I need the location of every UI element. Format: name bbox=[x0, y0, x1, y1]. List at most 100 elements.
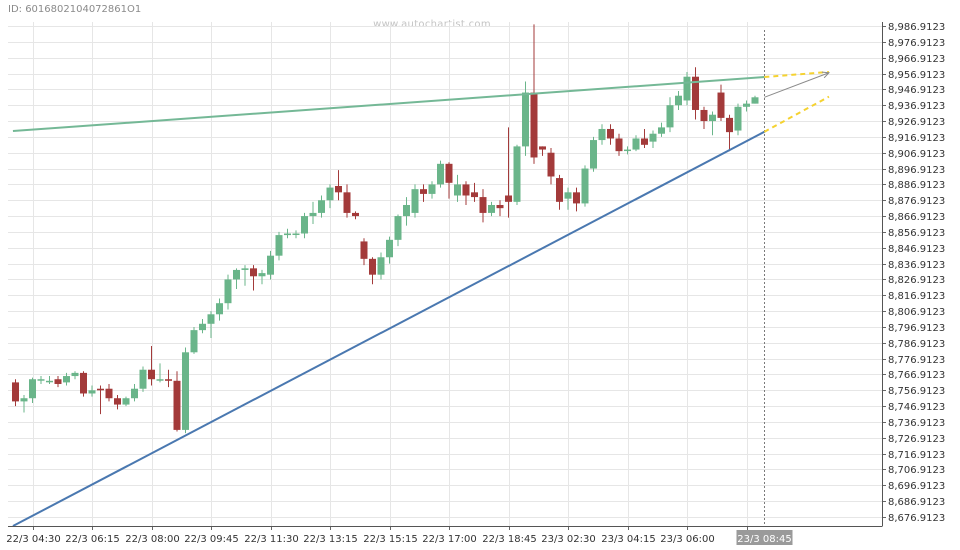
candle-body bbox=[581, 168, 589, 204]
candle-down bbox=[80, 371, 87, 397]
candle-body bbox=[292, 233, 300, 236]
candle-body bbox=[717, 92, 725, 118]
candle-body bbox=[683, 76, 691, 101]
candle-down bbox=[12, 379, 19, 407]
candle-down bbox=[165, 369, 172, 388]
candle-body bbox=[675, 95, 682, 106]
projection-arrow-head bbox=[821, 71, 831, 79]
y-tick-label: 8,766.9123 bbox=[888, 370, 945, 381]
candle-body bbox=[216, 303, 223, 315]
candle-up bbox=[37, 376, 45, 384]
candle-down bbox=[496, 200, 504, 217]
candle-down bbox=[692, 67, 699, 120]
candle-body bbox=[199, 323, 206, 331]
candle-down bbox=[352, 211, 359, 220]
candle-body bbox=[377, 257, 385, 275]
candle-body bbox=[394, 216, 402, 240]
y-tick-label: 8,806.9123 bbox=[888, 307, 945, 318]
candle-down bbox=[547, 147, 555, 185]
candle-body bbox=[700, 109, 708, 122]
candle-body bbox=[80, 372, 87, 394]
candle-down bbox=[573, 187, 580, 212]
candle-body bbox=[233, 269, 240, 280]
candle-body bbox=[148, 369, 155, 380]
candle-down bbox=[615, 133, 623, 156]
candles bbox=[12, 24, 759, 434]
candle-up bbox=[403, 197, 410, 226]
candle-body bbox=[522, 92, 529, 147]
y-tick-label: 8,746.9123 bbox=[888, 402, 945, 413]
candle-up bbox=[292, 230, 300, 239]
x-tick-label: 22/3 13:15 bbox=[303, 534, 357, 545]
candle-body bbox=[258, 273, 266, 277]
candle-up bbox=[326, 184, 334, 209]
candle-body bbox=[649, 133, 657, 142]
candle-body bbox=[530, 92, 538, 158]
candle-body bbox=[564, 192, 572, 199]
candle-body bbox=[139, 369, 147, 389]
candle-up bbox=[522, 81, 529, 156]
candle-up bbox=[275, 231, 283, 261]
x-tick-label: 22/3 09:45 bbox=[184, 534, 238, 545]
candle-body bbox=[275, 235, 283, 256]
candle-up bbox=[207, 311, 215, 339]
candle-up bbox=[233, 268, 240, 289]
y-tick-label: 8,886.9123 bbox=[888, 180, 945, 191]
candle-up bbox=[267, 250, 274, 280]
candle-down bbox=[462, 181, 470, 205]
y-tick-label: 8,966.9123 bbox=[888, 54, 945, 65]
candle-down bbox=[54, 376, 62, 388]
current-time-label: 23/3 08:45 bbox=[737, 534, 791, 545]
candle-up bbox=[63, 372, 70, 386]
candle-body bbox=[20, 398, 28, 402]
x-tick-label: 22/3 08:00 bbox=[125, 534, 179, 545]
candle-up bbox=[318, 195, 325, 218]
candle-body bbox=[403, 204, 410, 217]
candle-up bbox=[513, 144, 521, 205]
y-tick-label: 8,916.9123 bbox=[888, 133, 945, 144]
candle-body bbox=[751, 97, 759, 104]
candle-down bbox=[335, 170, 342, 201]
candle-body bbox=[46, 380, 53, 383]
candle-up bbox=[224, 274, 232, 310]
candle-up bbox=[199, 319, 206, 334]
candle-body bbox=[505, 195, 512, 202]
y-tick-label: 8,756.9123 bbox=[888, 386, 945, 397]
candle-down bbox=[369, 257, 376, 285]
candle-body bbox=[309, 212, 317, 217]
candle-body bbox=[63, 376, 70, 383]
candle-body bbox=[590, 140, 597, 169]
projection-arrow bbox=[764, 72, 830, 98]
candle-up bbox=[182, 347, 189, 434]
candle-body bbox=[445, 163, 453, 183]
candle-body bbox=[360, 241, 368, 259]
y-tick-label: 8,816.9123 bbox=[888, 291, 945, 302]
candle-up bbox=[190, 326, 198, 354]
candle-body bbox=[420, 189, 427, 194]
candle-body bbox=[607, 128, 614, 139]
candle-body bbox=[37, 379, 45, 381]
candle-down bbox=[607, 124, 614, 145]
candle-body bbox=[658, 127, 665, 134]
candle-up bbox=[590, 136, 597, 172]
candle-down bbox=[360, 238, 368, 266]
y-tick-label: 8,896.9123 bbox=[888, 165, 945, 176]
candle-down bbox=[114, 395, 121, 410]
candle-body bbox=[250, 268, 257, 277]
candle-body bbox=[224, 279, 232, 304]
candle-body bbox=[454, 184, 461, 196]
y-tick-label: 8,776.9123 bbox=[888, 355, 945, 366]
y-tick-label: 8,826.9123 bbox=[888, 275, 945, 286]
candle-up bbox=[437, 160, 444, 188]
candle-body bbox=[743, 103, 750, 107]
candle-body bbox=[301, 216, 308, 234]
candle-up bbox=[29, 377, 36, 403]
y-tick-label: 8,846.9123 bbox=[888, 244, 945, 255]
candle-body bbox=[190, 330, 198, 353]
candle-body bbox=[615, 138, 623, 152]
candle-down bbox=[641, 128, 648, 148]
candle-up bbox=[734, 103, 742, 136]
candle-body bbox=[734, 106, 742, 131]
candle-body bbox=[182, 352, 189, 430]
candle-body bbox=[513, 146, 521, 202]
